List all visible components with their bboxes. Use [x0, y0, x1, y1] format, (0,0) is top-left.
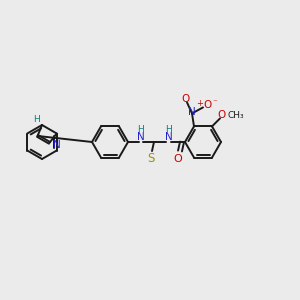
Text: CH₃: CH₃: [228, 111, 244, 120]
Text: ⁻: ⁻: [213, 98, 218, 107]
Text: O: O: [218, 110, 226, 120]
Text: +: +: [196, 99, 203, 108]
Text: N: N: [52, 140, 60, 150]
Text: H: H: [34, 116, 40, 124]
Text: O: O: [204, 100, 212, 110]
Text: H: H: [166, 125, 172, 134]
Text: O: O: [174, 154, 182, 164]
Text: O: O: [182, 94, 190, 104]
Text: N: N: [165, 132, 173, 142]
Text: N: N: [137, 132, 145, 142]
Text: H: H: [138, 125, 144, 134]
Text: N: N: [188, 107, 196, 117]
Text: S: S: [147, 152, 155, 164]
